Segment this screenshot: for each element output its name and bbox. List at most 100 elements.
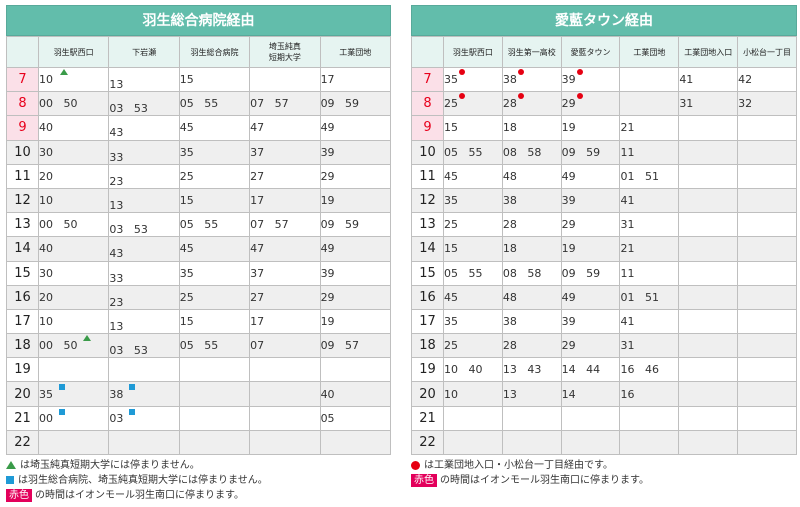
departure-times: 37 (250, 145, 265, 159)
time-cell (678, 139, 739, 165)
departure-times: 45 (179, 242, 194, 256)
table-row: 13 00 50 03 53 05 55 07 57 09 59 (6, 212, 392, 238)
time-cell: 25 (178, 163, 251, 189)
departure-times: 14 (561, 387, 576, 401)
departure-times: 07 57 (250, 218, 289, 232)
time-cell: 03 (108, 405, 180, 431)
stop-header: 下岩瀬 (108, 36, 180, 68)
time-cell: 10 40 (443, 357, 503, 383)
time-cell (678, 405, 739, 431)
departure-times: 08 58 (502, 266, 542, 280)
legend-item: 赤色 の時間はイオンモール羽生南口に停まります。 (411, 474, 649, 489)
time-cell (37, 429, 110, 456)
timetable-left: 羽生駅西口 下岩瀬 羽生総合病院 埼玉純真 短期大学 工業団地 7 10 13 15 17 8 00… (6, 36, 392, 456)
table-row: 17 35 38 39 41 (411, 308, 797, 335)
time-cell (737, 284, 797, 310)
table-row: 15 05 55 08 58 09 59 11 (411, 260, 797, 286)
green-triangle-icon (60, 69, 68, 75)
departure-times: 47 (250, 121, 265, 135)
departure-times: 41 (679, 73, 694, 87)
time-cell: 00 50 (37, 212, 110, 238)
hour-cell: 13 (411, 212, 444, 238)
table-row: 12 10 13 15 17 19 (6, 187, 392, 214)
time-cell: 00 (37, 405, 110, 431)
hour-cell: 15 (411, 260, 444, 286)
time-cell (737, 163, 797, 189)
departure-times: 09 59 (320, 218, 360, 232)
time-cell (619, 429, 680, 456)
table-row: 14 40 43 45 47 49 (6, 236, 392, 262)
time-cell: 14 (560, 381, 621, 407)
table-row: 8 00 50 03 53 05 55 07 57 09 59 (6, 91, 392, 117)
departure-times: 11 (620, 266, 635, 280)
time-cell: 39 (319, 139, 392, 165)
departure-times: 07 (250, 339, 265, 353)
hour-cell: 12 (411, 187, 444, 214)
time-cell: 05 (319, 405, 392, 431)
time-cell: 10 (37, 66, 110, 93)
time-cell: 49 (319, 236, 392, 262)
time-cell: 05 55 (178, 333, 251, 359)
time-cell (619, 91, 680, 117)
departure-times: 10 (39, 314, 53, 328)
departure-times: 41 (620, 194, 635, 208)
table-row: 16 20 23 25 27 29 (6, 284, 392, 310)
departure-times: 31 (679, 97, 694, 111)
red-dot-icon (576, 93, 583, 100)
departure-times: 48 (502, 169, 517, 183)
time-cell: 17 (249, 308, 321, 335)
time-cell: 29 (560, 91, 621, 117)
table-row: 13 25 28 29 31 (411, 212, 797, 238)
hour-cell: 9 (6, 115, 39, 141)
departure-times: 09 59 (320, 97, 360, 111)
hour-cell: 10 (6, 139, 39, 165)
departure-times: 15 (179, 194, 194, 208)
time-cell (560, 405, 621, 431)
departure-times: 09 59 (561, 266, 601, 280)
time-cell: 30 (37, 260, 110, 286)
time-cell: 00 50 (37, 333, 110, 359)
table-row: 17 10 13 15 17 19 (6, 308, 392, 335)
time-cell: 45 (178, 236, 251, 262)
time-cell: 18 (501, 236, 562, 262)
time-cell: 13 (108, 308, 180, 335)
time-cell: 43 (108, 115, 180, 141)
time-cell: 09 57 (319, 333, 392, 359)
time-cell: 13 (108, 66, 180, 93)
departure-times: 35 (179, 266, 194, 280)
green-triangle-icon (83, 335, 91, 342)
time-cell (678, 212, 739, 238)
departure-times: 10 40 (444, 363, 483, 377)
time-cell: 13 (501, 381, 562, 407)
time-cell (678, 187, 739, 214)
departure-times: 35 (444, 73, 458, 87)
hour-cell: 14 (411, 236, 444, 262)
departure-times: 11 (620, 145, 635, 159)
time-cell: 49 (560, 163, 621, 189)
departure-times: 40 (39, 242, 53, 256)
time-cell: 08 58 (501, 260, 562, 286)
departure-times: 28 (502, 97, 517, 111)
time-cell: 38 (501, 308, 562, 335)
time-cell: 21 (619, 236, 680, 262)
departure-times: 15 (444, 121, 458, 135)
departure-times: 18 (502, 242, 517, 256)
blue-square-icon (59, 408, 65, 415)
departure-times: 19 (561, 242, 576, 256)
time-cell: 30 (37, 139, 110, 165)
time-cell: 00 50 (37, 91, 110, 117)
time-cell: 35 (178, 260, 251, 286)
time-cell (560, 429, 621, 456)
departure-times: 38 (502, 314, 517, 328)
table-row: 18 25 28 29 31 (411, 333, 797, 359)
departure-times: 40 (320, 387, 335, 401)
stop-header: 工業団地 (619, 36, 680, 68)
departure-times: 05 (320, 411, 335, 425)
table-row: 20 10 13 14 16 (411, 381, 797, 407)
time-cell: 37 (249, 139, 321, 165)
time-cell: 15 (443, 115, 503, 141)
hour-cell: 17 (411, 308, 444, 335)
legend-text: は埼玉純真短期大学には停まりません。 (20, 460, 200, 471)
stop-header: 羽生駅西口 (37, 36, 110, 68)
time-cell: 19 (560, 115, 621, 141)
